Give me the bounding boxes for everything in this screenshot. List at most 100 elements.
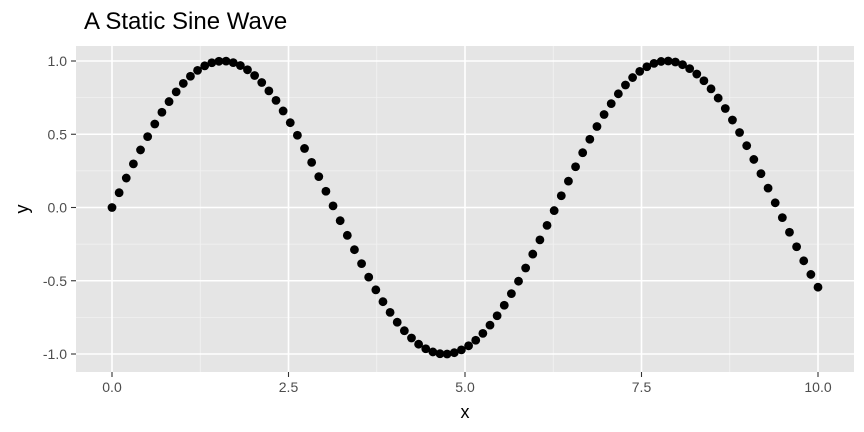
data-point (628, 73, 638, 82)
data-point (514, 276, 523, 286)
data-point (635, 67, 645, 76)
data-point (692, 69, 702, 79)
y-axis-ticks: -1.0 -0.5 0.0 0.5 1.0 (43, 53, 76, 362)
data-point (777, 213, 787, 223)
data-point (186, 71, 195, 81)
data-point (421, 344, 431, 354)
x-tick-label: 7.5 (632, 379, 652, 395)
data-point (335, 216, 345, 226)
data-point (735, 128, 744, 137)
data-point (435, 349, 445, 359)
data-point (221, 56, 231, 66)
data-point (613, 89, 623, 99)
data-point (785, 227, 794, 237)
data-point (713, 93, 723, 103)
data-point (414, 339, 424, 349)
data-point (499, 300, 509, 310)
data-point (642, 62, 652, 72)
data-point (350, 245, 359, 255)
data-point (706, 84, 716, 94)
data-point (799, 256, 809, 266)
x-tick-label: 0.0 (102, 379, 122, 395)
data-point (257, 78, 267, 87)
data-point (428, 347, 438, 357)
data-point (228, 58, 238, 68)
data-point (378, 297, 388, 307)
data-point (285, 118, 295, 128)
data-point (385, 307, 395, 317)
data-point (264, 86, 274, 96)
x-axis-title: x (461, 402, 470, 422)
data-point (592, 122, 602, 131)
y-tick-label: 0.5 (48, 126, 68, 142)
data-point (121, 173, 131, 183)
data-point (193, 65, 202, 75)
data-point (136, 145, 145, 155)
data-point (728, 115, 737, 125)
data-point (171, 87, 181, 97)
data-point (749, 155, 759, 164)
data-point (300, 144, 309, 153)
data-point (720, 104, 730, 113)
data-point (685, 64, 695, 74)
data-point (670, 57, 680, 67)
data-point (699, 76, 709, 86)
data-point (449, 348, 459, 358)
data-point (763, 183, 773, 193)
data-point (164, 97, 174, 106)
data-points (107, 56, 823, 359)
data-point (649, 58, 659, 68)
data-point (678, 60, 687, 70)
data-point (392, 317, 402, 327)
data-point (157, 107, 167, 117)
data-point (178, 79, 188, 88)
data-point (207, 58, 217, 68)
data-point (556, 191, 566, 201)
data-point (342, 230, 352, 240)
data-point (114, 188, 124, 198)
data-point (200, 61, 210, 71)
data-point (399, 326, 409, 336)
data-point (571, 162, 580, 172)
data-point (542, 220, 552, 230)
data-point (250, 71, 260, 80)
data-point (150, 119, 160, 129)
data-point (442, 349, 452, 359)
data-point (506, 289, 516, 299)
data-point (742, 141, 752, 151)
data-point (485, 320, 495, 330)
data-point (535, 235, 545, 245)
data-point (521, 263, 531, 273)
data-point (792, 242, 802, 252)
data-point (243, 65, 252, 75)
data-point (328, 201, 338, 211)
data-point (564, 176, 573, 186)
data-point (549, 206, 559, 215)
data-point (599, 110, 609, 119)
data-point (528, 249, 538, 259)
major-gridlines (76, 46, 854, 372)
data-point (806, 270, 816, 279)
data-point (756, 169, 766, 179)
data-point (307, 157, 317, 167)
data-point (663, 56, 673, 66)
y-tick-label: 1.0 (48, 53, 68, 69)
data-point (235, 61, 245, 70)
data-point (585, 134, 595, 144)
data-point (357, 259, 366, 269)
data-point (478, 328, 488, 338)
x-tick-label: 10.0 (804, 379, 831, 395)
data-point (371, 285, 381, 295)
y-tick-label: -1.0 (43, 346, 67, 362)
data-point (143, 132, 153, 141)
chart-title: A Static Sine Wave (84, 8, 287, 35)
data-point (278, 106, 288, 116)
data-point (407, 333, 416, 343)
data-point (471, 335, 481, 345)
data-point (456, 345, 466, 355)
data-point (321, 186, 331, 196)
x-tick-label: 5.0 (455, 379, 475, 395)
data-point (314, 172, 324, 181)
data-point (492, 311, 502, 321)
